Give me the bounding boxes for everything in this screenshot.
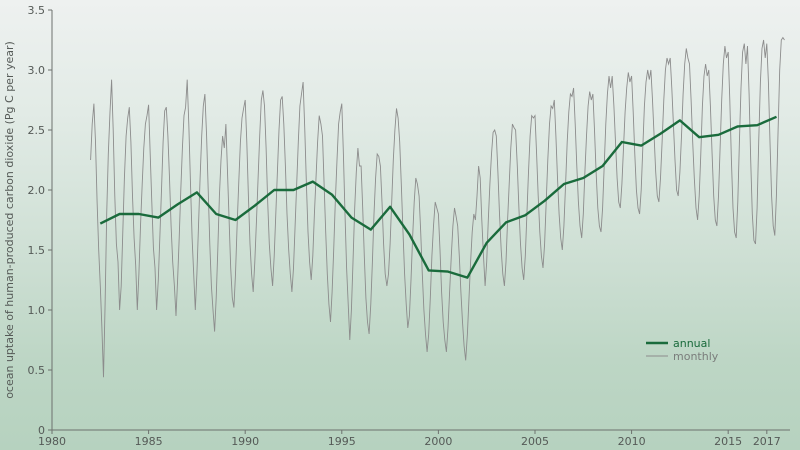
x-tick-label: 2017 bbox=[753, 435, 781, 448]
y-tick-label: 2.5 bbox=[28, 124, 46, 137]
y-ticks: 0 0.5 1.0 1.5 2.0 2.5 3.0 3.5 bbox=[28, 4, 52, 437]
x-tick-label: 1985 bbox=[135, 435, 163, 448]
legend-label-annual: annual bbox=[673, 337, 710, 350]
y-axis-title: ocean uptake of human-produced carbon di… bbox=[3, 41, 16, 399]
annual-line bbox=[99, 115, 777, 279]
x-ticks: 1980 1985 1990 1995 2000 2005 2010 2015 2017 bbox=[38, 430, 781, 448]
y-tick-label: 0.5 bbox=[28, 364, 46, 377]
x-tick-label: 2000 bbox=[424, 435, 452, 448]
y-tick-label: 1.0 bbox=[28, 304, 46, 317]
x-tick-label: 2010 bbox=[618, 435, 646, 448]
monthly-line bbox=[90, 36, 785, 378]
x-tick-label: 1980 bbox=[38, 435, 66, 448]
x-tick-label: 1995 bbox=[328, 435, 356, 448]
x-tick-label: 2015 bbox=[714, 435, 742, 448]
x-tick-label: 1990 bbox=[231, 435, 259, 448]
x-tick-label: 2005 bbox=[521, 435, 549, 448]
y-tick-label: 2.0 bbox=[28, 184, 46, 197]
monthly-series bbox=[90, 36, 785, 378]
legend: annual monthly bbox=[646, 337, 719, 363]
legend-label-monthly: monthly bbox=[673, 350, 719, 363]
y-tick-label: 3.0 bbox=[28, 64, 46, 77]
y-tick-label: 1.5 bbox=[28, 244, 46, 257]
y-tick-label: 0 bbox=[38, 424, 45, 437]
y-tick-label: 3.5 bbox=[28, 4, 46, 17]
annual-series bbox=[99, 115, 777, 279]
